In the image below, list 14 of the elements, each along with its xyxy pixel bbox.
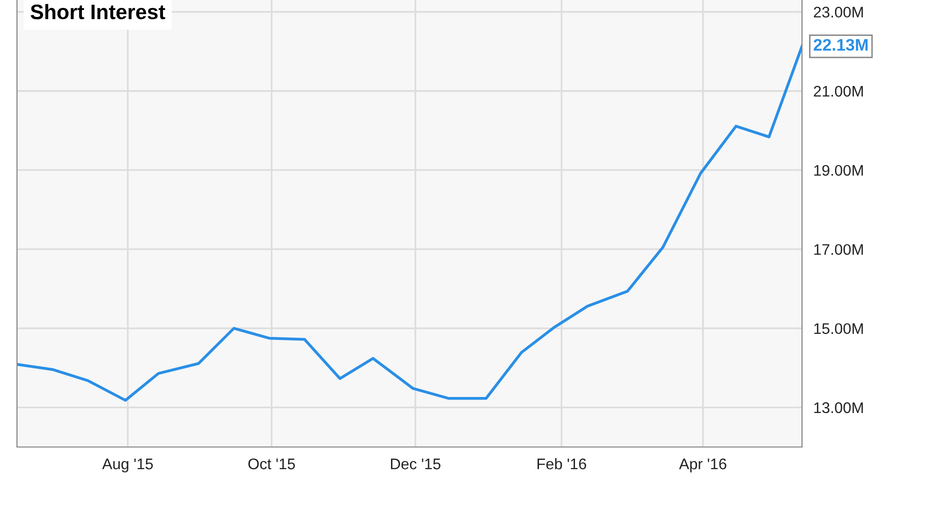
y-tick-label: 19.00M [814,164,863,176]
x-tick-label: Dec '15 [390,458,440,470]
chart-title: Short Interest [30,4,166,20]
y-tick-label: 13.00M [814,402,863,414]
y-tick-label: 23.00M [814,6,863,18]
x-tick-label: Feb '16 [538,458,586,470]
x-tick-label: Oct '15 [248,458,295,470]
y-tick-label: 15.00M [814,323,863,334]
line-series [17,44,802,402]
y-tick-label: 17.00M [814,244,863,255]
y-tick-label: 21.00M [814,86,863,97]
x-tick-label: Apr '16 [679,458,726,472]
x-tick-label: Aug '15 [102,458,153,472]
data-label: 22.13M [814,38,868,51]
